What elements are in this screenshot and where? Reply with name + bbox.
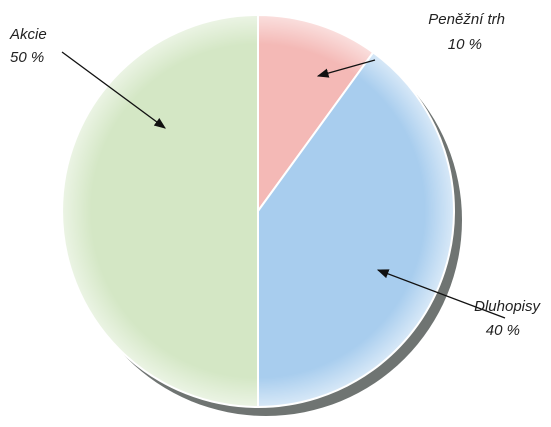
- value-label: 50 %: [10, 49, 44, 66]
- value-label: 40 %: [486, 322, 520, 339]
- arrow: [316, 59, 376, 78]
- value-label: 10 %: [448, 36, 482, 53]
- slice-label: Dluhopisy: [474, 298, 541, 315]
- pie-highlight: [62, 15, 454, 407]
- arrow: [376, 269, 506, 319]
- arrow: [61, 51, 166, 129]
- slice-label: Peněžní trh: [428, 11, 505, 28]
- slice-label: Akcie: [9, 26, 47, 43]
